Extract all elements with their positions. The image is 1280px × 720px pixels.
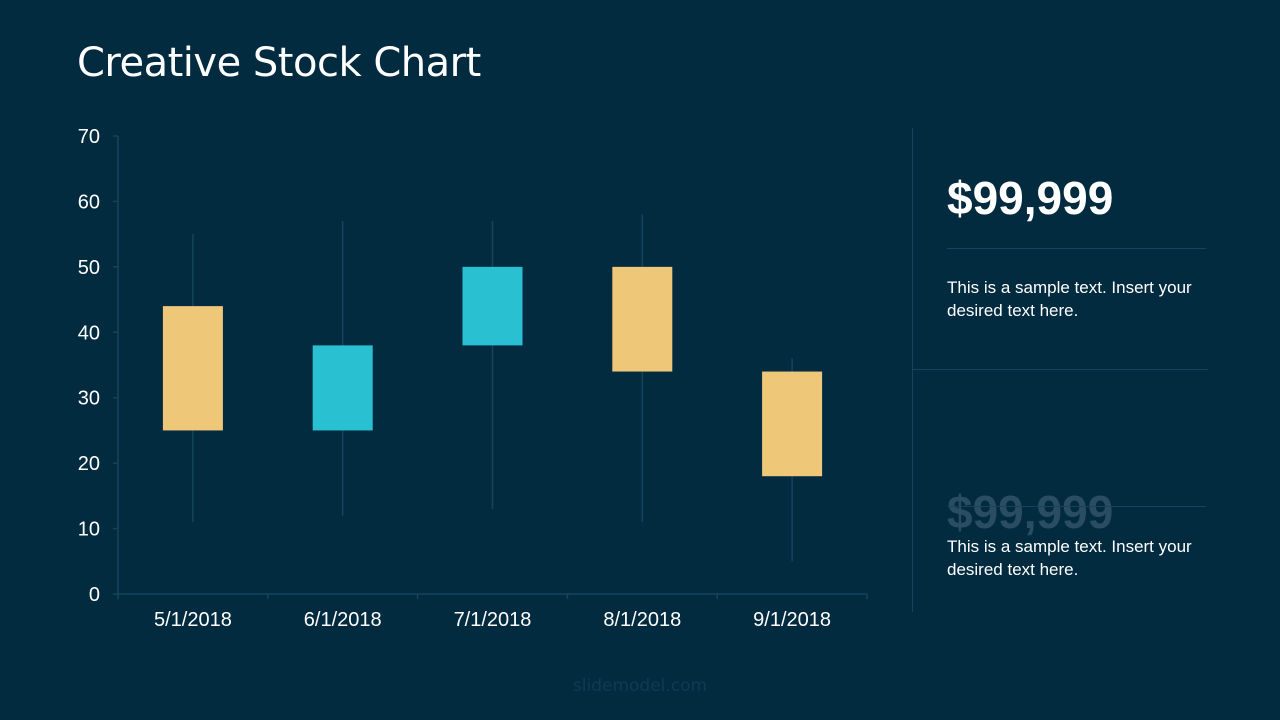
y-tick-label: 70 [78, 126, 100, 148]
description-text-1: This is a sample text. Insert your desir… [947, 278, 1192, 320]
panel-divider-vertical [912, 128, 913, 612]
candle-body [462, 266, 523, 346]
slide-title: Creative Stock Chart [77, 40, 481, 86]
description-text-2: This is a sample text. Insert your desir… [947, 537, 1192, 579]
candle-body [762, 371, 823, 477]
y-tick-label: 0 [89, 584, 100, 606]
y-tick-label: 50 [78, 257, 100, 279]
price-rule-2 [947, 506, 1206, 507]
y-tick-label: 30 [78, 388, 100, 410]
x-tick-label: 6/1/2018 [304, 609, 382, 631]
candle-body [162, 306, 223, 431]
price-value-1: $99,999 [947, 172, 1114, 224]
stock-chart: 0 10 20 30 40 50 60 70 5/1/2018 6/1/2018 7/1/2018 8… [78, 126, 868, 631]
candle-body [312, 345, 373, 431]
x-tick-label: 5/1/2018 [154, 609, 232, 631]
panel-divider-horizontal [912, 369, 1208, 370]
y-tick-label: 40 [78, 322, 100, 344]
x-tick-label: 8/1/2018 [603, 609, 681, 631]
watermark: slidemodel.com [572, 676, 708, 696]
y-tick-label: 20 [78, 453, 100, 475]
price-rule-1 [947, 248, 1206, 249]
x-tick-label: 7/1/2018 [454, 609, 532, 631]
candle-body [612, 266, 673, 372]
y-tick-label: 10 [78, 519, 100, 541]
x-tick-label: 9/1/2018 [753, 609, 831, 631]
y-tick-label: 60 [78, 191, 100, 213]
price-value-2: $99,999 [947, 486, 1114, 538]
